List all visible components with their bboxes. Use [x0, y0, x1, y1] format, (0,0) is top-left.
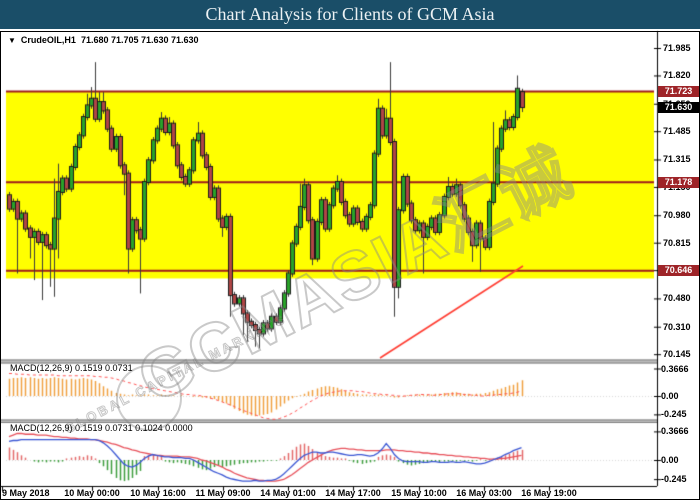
- level-price-badge: 71.723: [658, 86, 699, 98]
- time-axis-label: 14 May 17:00: [325, 488, 381, 498]
- time-axis-label: 14 May 01:00: [260, 488, 316, 498]
- page-title: Chart Analysis for Clients of GCM Asia: [0, 0, 700, 29]
- time-axis-label: 16 May 19:00: [521, 488, 577, 498]
- current-price-badge: 71.630: [658, 101, 699, 113]
- indicator2-label: MACD(12,26,9) 0.1519 0.0731 0.1024 0.000…: [10, 423, 193, 433]
- indicator-axis-label: 0.00: [661, 455, 679, 465]
- time-axis-label: 10 May 16:00: [130, 488, 186, 498]
- symbol-label: CrudeOIL,H1: [20, 35, 76, 45]
- time-axis-label: 15 May 10:00: [391, 488, 447, 498]
- price-axis-label: 71.315: [663, 154, 691, 165]
- price-axis-label: 70.310: [663, 321, 691, 332]
- chevron-down-icon: ▼: [8, 36, 16, 45]
- indicator-axis-label: -0.245: [661, 474, 687, 485]
- indicator-axis-label: 0.00: [661, 391, 679, 401]
- price-axis-label: 71.985: [663, 43, 691, 53]
- price-axis-label: 71.485: [663, 126, 691, 137]
- indicator1-label: MACD(12,26,9) 0.1519 0.0731: [10, 363, 133, 373]
- quote-ohlc-values: 71.680 71.705 71.630 71.630: [80, 35, 199, 45]
- indicator-axis-label: 0.3666: [661, 363, 689, 374]
- time-axis-label: 11 May 09:00: [195, 488, 251, 498]
- time-axis-label: 10 May 00:00: [64, 488, 120, 498]
- symbol-quote-header[interactable]: ▼ CrudeOIL,H1 71.680 71.705 71.630 71.630: [8, 35, 199, 45]
- price-axis-label: 70.145: [663, 349, 691, 360]
- level-price-badge: 71.178: [658, 176, 699, 188]
- level-price-badge: 70.646: [658, 265, 699, 277]
- time-axis-label: 16 May 03:00: [456, 488, 512, 498]
- price-axis-label: 70.815: [663, 237, 691, 248]
- time-axis-label: 9 May 2018: [2, 488, 50, 498]
- price-axis-label: 70.480: [663, 293, 691, 304]
- price-axis-label: 71.820: [663, 70, 691, 81]
- indicator-axis-label: 0.3666: [661, 426, 689, 437]
- price-axis-label: 70.980: [663, 210, 691, 221]
- indicator-axis-label: -0.245: [661, 409, 687, 420]
